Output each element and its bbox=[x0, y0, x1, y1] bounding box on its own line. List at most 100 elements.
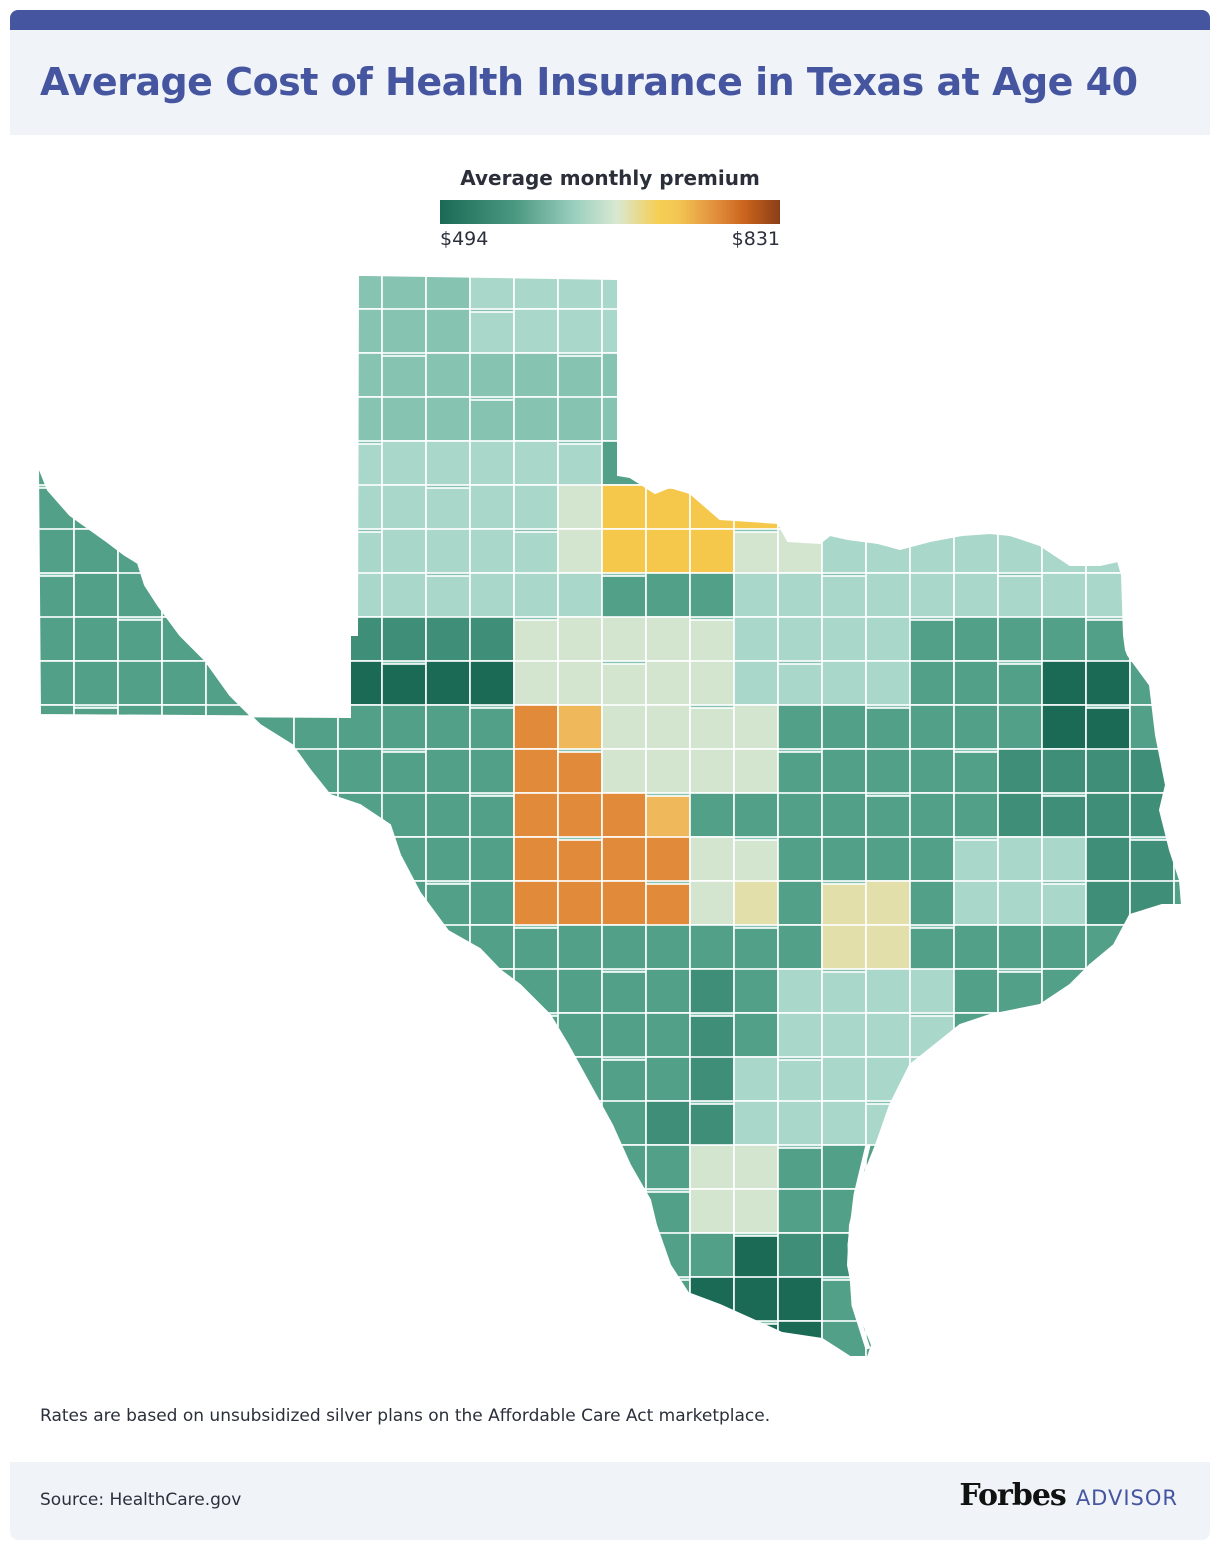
county-440[interactable] bbox=[381, 968, 427, 1014]
county-574[interactable] bbox=[337, 1188, 383, 1234]
county-31[interactable] bbox=[205, 308, 251, 354]
county-655[interactable] bbox=[337, 1323, 383, 1368]
county-349[interactable] bbox=[1129, 792, 1175, 838]
county-144[interactable] bbox=[425, 487, 471, 533]
county-198[interactable] bbox=[425, 575, 471, 621]
county-1[interactable] bbox=[73, 265, 119, 310]
county-158[interactable] bbox=[1041, 487, 1087, 533]
county-223[interactable] bbox=[337, 616, 383, 662]
county-120[interactable] bbox=[557, 443, 603, 489]
county-67[interactable] bbox=[601, 352, 647, 398]
county-283[interactable] bbox=[601, 704, 647, 750]
county-448[interactable] bbox=[733, 968, 779, 1014]
county-549[interactable] bbox=[425, 1144, 471, 1190]
county-350[interactable] bbox=[1173, 792, 1200, 838]
county-47[interactable] bbox=[909, 308, 955, 354]
county-273[interactable] bbox=[161, 704, 207, 750]
county-433[interactable] bbox=[73, 968, 119, 1014]
county-227[interactable] bbox=[513, 619, 559, 665]
county-508[interactable] bbox=[997, 1059, 1043, 1105]
county-518[interactable] bbox=[249, 1100, 295, 1146]
county-463[interactable] bbox=[205, 1012, 251, 1058]
county-71[interactable] bbox=[777, 355, 823, 401]
county-531[interactable] bbox=[821, 1100, 867, 1146]
county-63[interactable] bbox=[425, 352, 471, 398]
county-393[interactable] bbox=[689, 880, 735, 926]
county-384[interactable] bbox=[293, 880, 339, 926]
county-676[interactable] bbox=[74, 1365, 118, 1375]
county-475[interactable] bbox=[733, 1012, 779, 1058]
county-664[interactable] bbox=[733, 1323, 779, 1368]
county-579[interactable] bbox=[557, 1188, 603, 1234]
county-503[interactable] bbox=[777, 1059, 823, 1105]
county-477[interactable] bbox=[821, 1012, 867, 1058]
county-169[interactable] bbox=[337, 531, 383, 577]
county-98[interactable] bbox=[777, 396, 823, 442]
county-478[interactable] bbox=[865, 1012, 911, 1058]
county-317[interactable] bbox=[909, 748, 955, 794]
county-116[interactable] bbox=[381, 440, 427, 486]
county-12[interactable] bbox=[557, 265, 603, 310]
county-80[interactable] bbox=[1173, 355, 1200, 401]
county-274[interactable] bbox=[205, 704, 251, 750]
county-54[interactable] bbox=[30, 352, 75, 398]
county-24[interactable] bbox=[1085, 265, 1131, 310]
county-589[interactable] bbox=[997, 1188, 1043, 1234]
county-9[interactable] bbox=[425, 265, 471, 310]
county-457[interactable] bbox=[1129, 968, 1175, 1014]
county-541[interactable] bbox=[73, 1144, 119, 1190]
county-652[interactable] bbox=[205, 1320, 251, 1365]
county-68[interactable] bbox=[645, 352, 691, 398]
county-640[interactable] bbox=[865, 1276, 911, 1322]
county-612[interactable] bbox=[821, 1232, 867, 1278]
county-490[interactable] bbox=[205, 1059, 251, 1105]
county-374[interactable] bbox=[1041, 836, 1087, 882]
county-101[interactable] bbox=[909, 396, 955, 442]
county-126[interactable] bbox=[821, 440, 867, 486]
county-74[interactable] bbox=[909, 352, 955, 398]
county-96[interactable] bbox=[689, 396, 735, 442]
county-94[interactable] bbox=[601, 396, 647, 442]
county-351[interactable] bbox=[30, 836, 75, 882]
county-464[interactable] bbox=[249, 1012, 295, 1058]
county-139[interactable] bbox=[205, 484, 251, 530]
county-5[interactable] bbox=[249, 265, 295, 310]
county-361[interactable] bbox=[469, 836, 515, 882]
county-680[interactable] bbox=[250, 1365, 294, 1375]
county-567[interactable] bbox=[30, 1188, 75, 1234]
county-64[interactable] bbox=[469, 352, 515, 398]
county-50[interactable] bbox=[1041, 308, 1087, 354]
county-507[interactable] bbox=[953, 1056, 999, 1102]
county-328[interactable] bbox=[205, 792, 251, 838]
county-656[interactable] bbox=[381, 1320, 427, 1365]
county-65[interactable] bbox=[513, 352, 559, 398]
county-299[interactable] bbox=[117, 748, 163, 794]
county-325[interactable] bbox=[73, 795, 119, 841]
county-156[interactable] bbox=[953, 484, 999, 530]
county-129[interactable] bbox=[953, 443, 999, 489]
county-404[interactable] bbox=[1173, 880, 1200, 926]
county-575[interactable] bbox=[381, 1188, 427, 1234]
county-165[interactable] bbox=[161, 528, 207, 574]
county-66[interactable] bbox=[557, 355, 603, 401]
county-412[interactable] bbox=[337, 927, 383, 973]
county-562[interactable] bbox=[997, 1144, 1043, 1190]
county-242[interactable] bbox=[1173, 616, 1200, 662]
county-302[interactable] bbox=[249, 748, 295, 794]
county-663[interactable] bbox=[689, 1320, 735, 1365]
county-624[interactable] bbox=[161, 1276, 207, 1322]
county-528[interactable] bbox=[689, 1103, 735, 1149]
county-388[interactable] bbox=[469, 880, 515, 926]
county-72[interactable] bbox=[821, 352, 867, 398]
county-287[interactable] bbox=[777, 704, 823, 750]
county-159[interactable] bbox=[1085, 484, 1131, 530]
county-58[interactable] bbox=[205, 352, 251, 398]
county-438[interactable] bbox=[293, 968, 339, 1014]
county-200[interactable] bbox=[513, 572, 559, 618]
county-481[interactable] bbox=[997, 1012, 1043, 1058]
county-419[interactable] bbox=[645, 924, 691, 970]
county-523[interactable] bbox=[469, 1103, 515, 1149]
county-460[interactable] bbox=[73, 1012, 119, 1058]
county-115[interactable] bbox=[337, 443, 383, 489]
county-327[interactable] bbox=[161, 792, 207, 838]
